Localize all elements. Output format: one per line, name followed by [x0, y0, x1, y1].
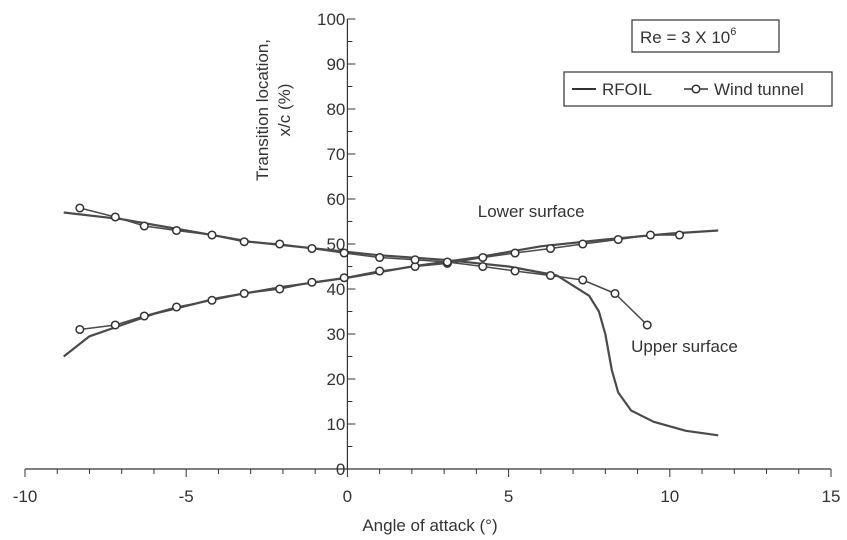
- legend: RFOIL Wind tunnel: [563, 71, 833, 107]
- wind-tunnel-upper-line: [79, 207, 648, 326]
- reynolds-exponent: 6: [730, 26, 736, 38]
- wind-tunnel-lower-point: [110, 320, 120, 330]
- wind-tunnel-lower-point: [139, 311, 149, 321]
- y-tick-label: 30: [326, 325, 345, 344]
- y-tick-label: 80: [326, 100, 345, 119]
- x-tick-label: 15: [822, 487, 841, 506]
- wind-tunnel-upper-point: [545, 270, 556, 281]
- wind-tunnel-upper-point: [578, 275, 588, 285]
- wind-tunnel-lower-point: [478, 252, 488, 263]
- y-tick-label: 20: [326, 370, 345, 389]
- wind-tunnel-upper-point: [642, 320, 652, 330]
- wind-tunnel-upper-point: [75, 203, 85, 213]
- reynolds-text: Re = 3 X 106: [640, 26, 736, 47]
- annotation-lower-surface: Lower surface: [478, 202, 585, 221]
- y-tick-label: 60: [326, 190, 345, 209]
- series-layer: [63, 203, 719, 437]
- y-tick-label: 70: [326, 145, 345, 164]
- wind-tunnel-lower-point: [75, 324, 85, 335]
- rfoil-upper-line: [63, 211, 719, 437]
- wind-tunnel-upper-point: [307, 243, 317, 254]
- y-tick-label: 10: [326, 415, 345, 434]
- wind-tunnel-upper-point: [110, 212, 120, 222]
- y-tick-label: 90: [326, 55, 345, 74]
- x-tick-label: -5: [179, 487, 194, 506]
- wind-tunnel-lower-point: [339, 273, 349, 283]
- wind-tunnel-lower-point: [545, 243, 556, 254]
- annotation-upper-surface: Upper surface: [631, 337, 738, 356]
- wind-tunnel-upper-point: [171, 225, 182, 236]
- wind-tunnel-upper-point: [207, 230, 217, 240]
- wind-tunnel-lower-point: [307, 277, 317, 287]
- wind-tunnel-upper-point: [510, 266, 520, 276]
- legend-rfoil-label: RFOIL: [602, 80, 652, 99]
- wind-tunnel-lower-point: [207, 295, 217, 305]
- y-tick-label: 40: [326, 280, 345, 299]
- x-tick-label: 0: [343, 487, 352, 506]
- wind-tunnel-upper-point: [339, 248, 349, 258]
- wind-tunnel-lower-point: [613, 234, 623, 245]
- wind-tunnel-upper-point: [478, 261, 488, 272]
- y-tick-label: 100: [317, 10, 345, 29]
- reynolds-box: Re = 3 X 106: [631, 19, 780, 53]
- wind-tunnel-lower-point: [275, 284, 285, 294]
- x-tick-labels: -10 -5 0 5 10 15: [13, 487, 841, 506]
- reynolds-box-frame: [631, 19, 780, 53]
- wind-tunnel-upper-point: [410, 255, 420, 265]
- y-axis-title-line-1: Transition location,: [253, 39, 272, 181]
- wind-tunnel-upper-point: [239, 237, 249, 247]
- x-tick-label: -10: [13, 487, 38, 506]
- x-tick-label: 5: [504, 487, 513, 506]
- wind-tunnel-lower-point: [510, 248, 520, 258]
- wind-tunnel-upper-point: [442, 257, 452, 267]
- wind-tunnel-upper-point: [275, 239, 285, 249]
- x-tick-label: 10: [660, 487, 679, 506]
- y-tick-label: 0: [336, 460, 345, 479]
- legend-wind-tunnel-label: Wind tunnel: [714, 80, 804, 99]
- reynolds-main: Re = 3 X 10: [640, 28, 730, 47]
- wind-tunnel-lower-point: [239, 288, 249, 299]
- x-axis-title: Angle of attack (°): [362, 516, 497, 535]
- wind-tunnel-upper-point: [375, 252, 385, 263]
- wind-tunnel-lower-point: [375, 266, 385, 276]
- wind-tunnel-lower-point: [645, 230, 656, 240]
- tick-layer: [24, 18, 832, 477]
- y-axis-title: Transition location, x/c (%): [253, 39, 294, 181]
- wind-tunnel-upper-point: [610, 288, 620, 299]
- wind-tunnel-lower-point: [674, 230, 685, 240]
- wind-tunnel-lower-point: [171, 302, 182, 312]
- wind-tunnel-upper-point: [139, 221, 149, 231]
- legend-wind-tunnel-marker: [691, 84, 701, 94]
- y-axis-title-line-2: x/c (%): [275, 84, 294, 137]
- rfoil-lower-line: [63, 229, 719, 358]
- wind-tunnel-lower-point: [578, 239, 588, 249]
